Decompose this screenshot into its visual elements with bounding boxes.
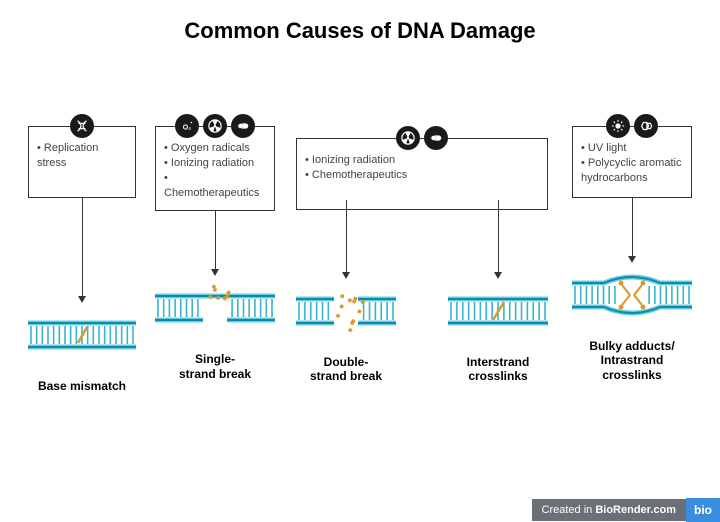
icon-row: O₂ [155,114,275,138]
column-3: Interstrandcrosslinks [448,114,548,474]
dna-illustration [448,285,548,345]
footer: Created in BioRender.com bio [532,498,720,522]
cause-item: UV light [581,141,683,156]
footer-text-b: BioRender.com [595,504,676,516]
radiation-icon [396,126,420,150]
damage-label: Interstrandcrosslinks [448,355,548,384]
arrow-head-icon [211,269,219,276]
arrow-head-icon [78,296,86,303]
dna-illustration [296,285,396,345]
column-1: O₂Oxygen radicalsIonizing radiationChemo… [155,114,275,474]
dna-illustration [572,269,692,329]
cause-box: Oxygen radicalsIonizing radiationChemoth… [155,126,275,211]
radiation-icon [203,114,227,138]
footer-text-a: Created in [542,504,596,516]
arrow [28,198,136,296]
cause-item: Ionizing radiation [164,156,266,171]
column-4: UV lightPolycyclic aromatic hydrocarbons… [572,114,692,474]
cause-item: Chemotherapeutics [164,171,266,201]
icon-row [28,114,136,138]
column-2: Double-strand break [296,114,396,474]
footer-text: Created in BioRender.com [532,499,687,521]
footer-logo: bio [686,498,720,522]
arrow-head-icon [494,272,502,279]
svg-text:O₂: O₂ [183,125,192,132]
page-title: Common Causes of DNA Damage [0,18,720,44]
pill-icon [424,126,448,150]
dna-illustration [28,309,136,369]
arrow-head-icon [628,256,636,263]
dna-illustration [155,282,275,342]
damage-label: Single-strand break [155,352,275,381]
sun-icon [606,114,630,138]
cause-item: Polycyclic aromatic hydrocarbons [581,156,683,186]
arrow [296,200,396,272]
cause-item: Replication stress [37,141,127,171]
pill-icon [231,114,255,138]
o2-icon: O₂ [175,114,199,138]
columns-container: Ionizing radiationChemotherapeutics Repli… [0,114,720,474]
column-0: Replication stress Base mismatch [28,114,136,474]
icon-row [572,114,692,138]
damage-label: Double-strand break [296,355,396,384]
arrow-head-icon [342,272,350,279]
damage-label: Base mismatch [28,379,136,393]
rings-icon [634,114,658,138]
arrow [155,211,275,269]
damage-label: Bulky adducts/Intrastrand crosslinks [572,339,692,382]
icon-row [296,126,548,150]
arrow [572,198,692,256]
cause-item: Oxygen radicals [164,141,266,156]
dna-icon [70,114,94,138]
arrow [448,200,548,272]
